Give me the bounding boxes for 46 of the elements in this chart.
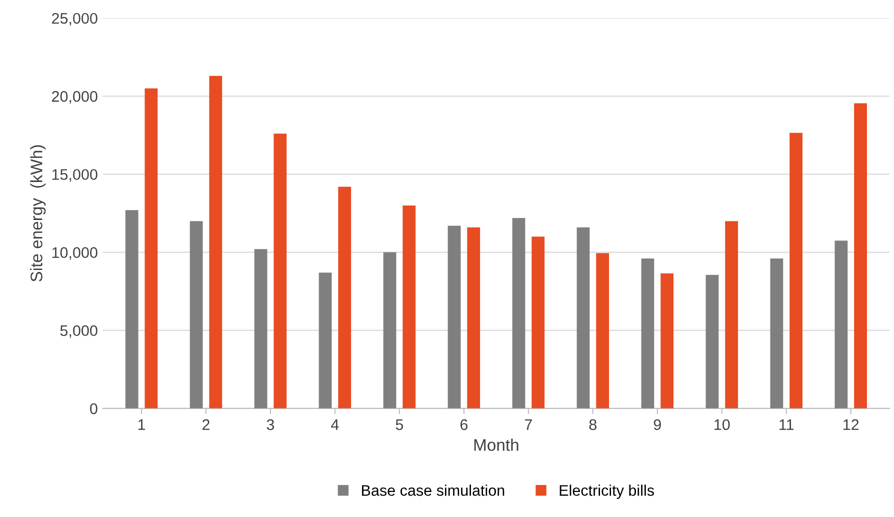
y-tick-label: 15,000: [52, 169, 98, 182]
bar: [660, 273, 674, 408]
y-tick-label: 20,000: [52, 91, 98, 104]
y-tick-label: 10,000: [52, 247, 98, 260]
bar: [725, 221, 738, 408]
x-tick-label: 6: [460, 419, 468, 430]
bar: [467, 227, 480, 408]
bar: [512, 218, 526, 408]
x-axis-title: Month: [474, 438, 518, 451]
y-tick-label: 5,000: [60, 325, 98, 338]
x-tick-label: 3: [266, 419, 274, 430]
bar: [854, 103, 867, 408]
bar: [254, 249, 268, 408]
bar: [125, 210, 138, 408]
y-tick-label: 25,000: [52, 12, 98, 26]
bar: [318, 272, 332, 408]
bar: [144, 88, 158, 408]
bar: [402, 205, 416, 408]
x-tick-label: 7: [524, 419, 532, 430]
x-tick-label: 12: [844, 419, 859, 430]
bar: [338, 186, 352, 408]
x-tick-label: 9: [654, 419, 661, 430]
y-tick-label: 0: [90, 403, 98, 414]
x-tick-label: 8: [589, 419, 596, 430]
x-tick-label: 1: [138, 419, 146, 430]
x-tick-label: 11: [780, 419, 794, 430]
bar: [641, 258, 654, 408]
bar: [790, 132, 802, 408]
bar: [448, 226, 461, 408]
bar: [706, 274, 719, 408]
x-tick-label: 2: [202, 419, 210, 430]
bar: [596, 253, 610, 408]
bar: [190, 221, 203, 408]
x-tick-label: 10: [714, 419, 730, 430]
y-axis-title: Site energy (kWh): [30, 145, 46, 282]
bar: [576, 227, 590, 408]
x-tick-label: 5: [396, 419, 404, 430]
legend-label: Base case simulation: [362, 484, 504, 496]
bar: [532, 236, 545, 408]
bar: [770, 258, 784, 408]
bar: [274, 134, 287, 408]
x-tick-label: 4: [331, 419, 339, 430]
bar: [834, 240, 848, 408]
bar: [209, 76, 222, 408]
legend-label: Electricity bills: [560, 484, 654, 499]
bar: [383, 252, 396, 408]
